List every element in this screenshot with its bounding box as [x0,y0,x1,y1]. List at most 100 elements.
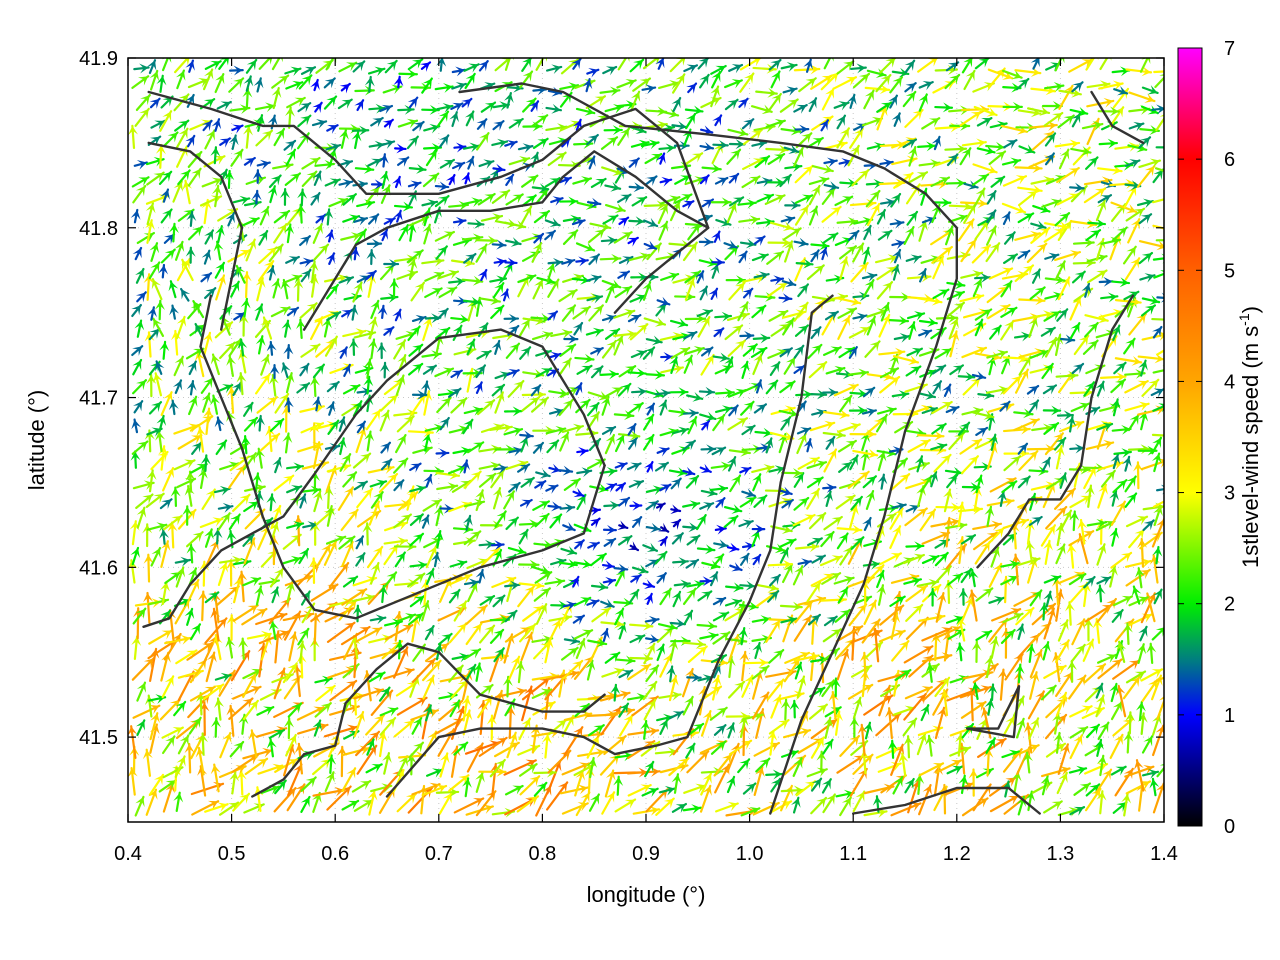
wind-arrow [1128,91,1156,103]
wind-arrow [586,402,600,417]
wind-arrow [424,625,435,641]
wind-arrow [986,349,1008,360]
wind-arrow [861,407,877,418]
wind-arrow [161,675,175,699]
wind-arrow [160,208,173,224]
wind-arrow [171,329,181,356]
wind-arrow [353,710,365,738]
wind-arrow [1110,398,1121,417]
wind-arrow [135,291,147,303]
wind-arrow [1003,253,1018,265]
wind-arrow [781,468,803,479]
wind-arrow [131,345,144,357]
wind-arrow [793,652,820,663]
wind-arrow [1000,319,1015,341]
wind-arrow [968,768,979,797]
wind-arrow [904,777,915,794]
wind-arrow [309,375,320,398]
x-tick-label: 1.3 [1046,843,1074,865]
wind-arrow [1070,402,1091,413]
wind-arrow [505,342,521,359]
wind-arrow [407,96,419,109]
wind-arrow [987,683,998,702]
wind-arrow [863,417,885,437]
wind-arrow [1140,304,1156,317]
wind-arrow [379,716,397,736]
wind-arrow [452,324,463,341]
wind-arrow [779,173,792,188]
wind-arrow [300,422,325,434]
wind-arrow [626,692,648,703]
wind-arrow [1123,731,1134,754]
wind-arrow [1040,684,1057,701]
wind-arrow [476,118,488,130]
wind-arrow [219,137,231,148]
wind-arrow [436,102,454,113]
wind-arrow [508,481,521,493]
wind-arrow [604,181,622,192]
wind-arrow [463,406,484,416]
wind-arrow [1028,717,1040,740]
wind-arrow [767,153,786,166]
wind-arrow [563,477,581,491]
wind-arrow [256,159,271,170]
wind-arrow [292,664,303,698]
wind-arrow [591,552,607,566]
wind-arrow [919,508,937,532]
wind-arrow [410,615,421,643]
wind-arrow [368,316,378,340]
wind-arrow [286,96,306,109]
wind-arrow [1040,774,1051,796]
wind-arrow [793,237,809,248]
wind-arrow [507,379,525,398]
wind-arrow [210,763,221,793]
wind-arrow [586,293,604,304]
wind-arrow [370,491,384,509]
wind-arrow [876,208,886,225]
wind-arrow [930,517,961,528]
wind-arrow [601,314,617,324]
wind-arrow [341,767,357,793]
wind-arrow [338,178,354,189]
wind-arrow [197,590,208,622]
wind-arrow [1156,349,1164,356]
wind-arrow [377,731,388,758]
wind-arrow [1083,465,1097,490]
wind-arrow [517,143,534,153]
wind-arrow [890,743,905,776]
wind-arrow [602,65,618,76]
wind-arrow [614,433,625,453]
wind-arrow [396,755,409,777]
wind-arrow [584,766,595,795]
wind-arrow [957,218,975,242]
wind-arrow [1124,764,1155,778]
wind-arrow [378,472,399,494]
wind-arrow [985,385,1009,396]
wind-arrow [255,129,274,147]
wind-arrow [448,387,462,398]
wind-arrow [503,490,515,510]
wind-arrow [617,535,633,546]
wind-arrow [132,246,143,261]
wind-arrow [988,562,1003,588]
wind-arrow [1002,175,1028,187]
wind-arrow [753,741,780,757]
wind-arrow [531,114,549,128]
wind-arrow [989,477,1017,493]
wind-arrow [574,703,590,718]
wind-arrow [311,118,328,129]
wind-arrow [151,278,163,301]
wind-arrow [655,643,665,662]
wind-arrow [586,67,600,78]
wind-arrow [407,572,426,588]
wind-arrow [379,393,399,412]
y-axis-title: latitude (°) [24,390,49,491]
wind-arrow [1095,380,1105,397]
wind-arrow [199,517,224,529]
wind-arrow [1085,723,1101,739]
wind-arrow [792,513,816,527]
wind-arrow [808,616,819,645]
wind-arrow [904,108,924,128]
wind-arrow [755,582,779,593]
wind-arrow [631,196,648,207]
